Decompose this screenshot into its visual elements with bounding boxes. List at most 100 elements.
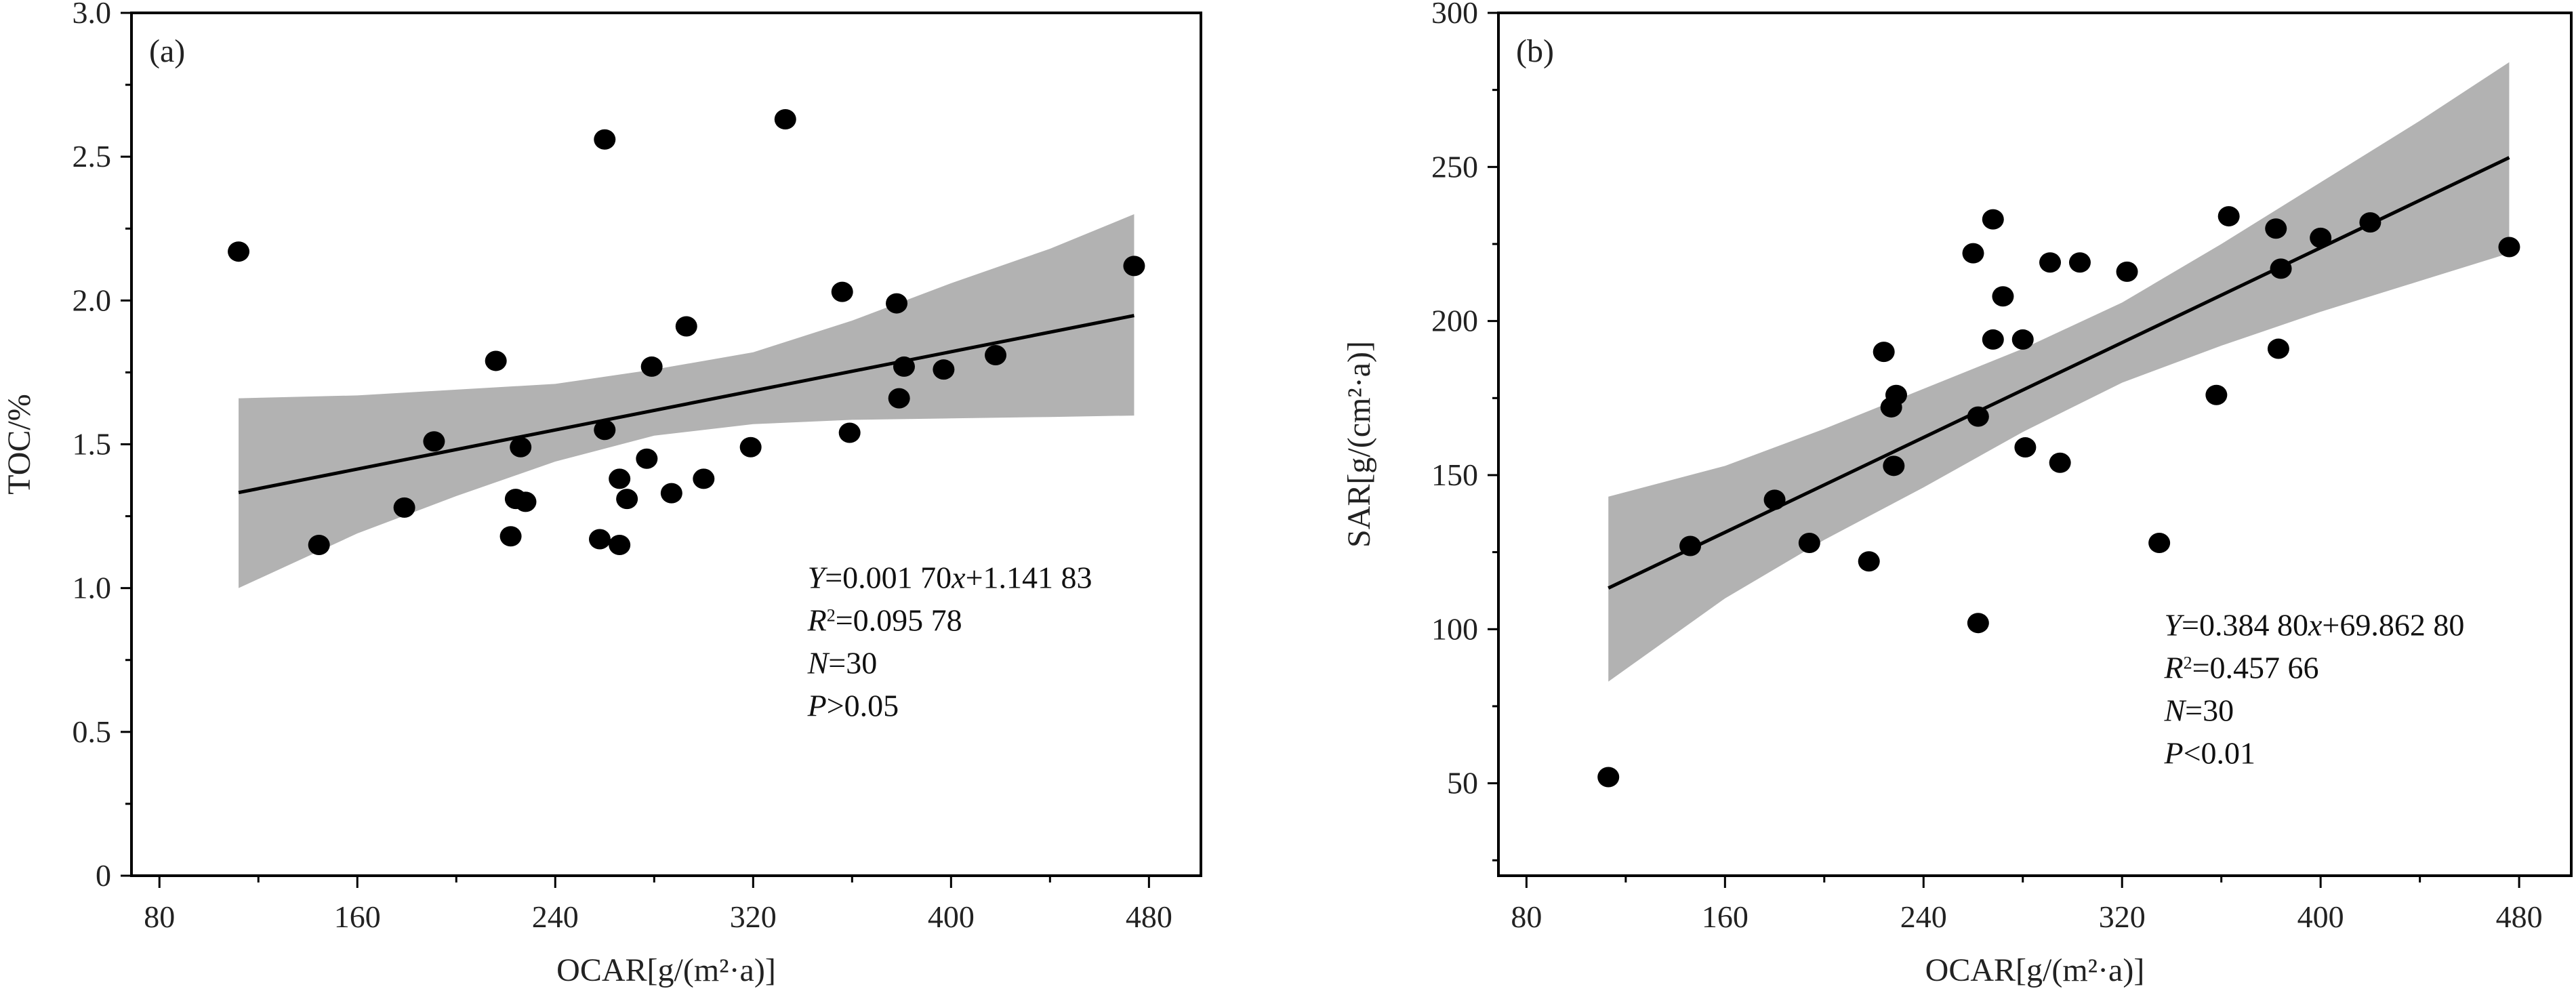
annotation-part: Y [808, 561, 828, 595]
x-tick-label: 400 [928, 899, 975, 934]
data-point [2205, 384, 2228, 405]
annotation-part: =0.095 78 [836, 603, 962, 638]
data-point [609, 535, 631, 556]
data-point [774, 109, 796, 130]
y-tick-label: 1.0 [73, 571, 112, 605]
plot-frame [1497, 12, 2573, 877]
confidence-band [239, 214, 1134, 588]
data-point [1885, 384, 1907, 405]
data-point [2498, 237, 2520, 258]
data-point [2049, 452, 2071, 473]
data-point [308, 535, 330, 556]
data-point [739, 436, 762, 458]
x-tick-label: 160 [334, 899, 381, 934]
data-point [2116, 261, 2138, 282]
data-point [1982, 209, 2004, 230]
data-point [510, 436, 532, 458]
panel-a: 80 160 240 320 400 480 0 0.5 1.0 1.5 2.0 2.5 3.0 OCAR… [1, 0, 1202, 988]
data-point [499, 526, 522, 547]
regression-line [1608, 156, 2510, 590]
x-tick-label: 480 [1126, 899, 1172, 934]
x-tick-label: 160 [1702, 899, 1749, 934]
annotation-p: P>0.05 [807, 689, 899, 723]
data-point [2270, 258, 2292, 279]
data-point [2359, 212, 2381, 233]
panel-label: (a) [149, 33, 185, 69]
data-point [831, 281, 853, 302]
y-tick-label: 250 [1431, 149, 1478, 184]
x-axis-title: OCAR[g/(m²·a)] [556, 952, 776, 988]
data-point [2217, 206, 2240, 227]
annotation-r2: R2=0.457 66 [2163, 650, 2318, 685]
x-tick-label: 80 [1511, 899, 1542, 934]
regression-line [238, 314, 1134, 495]
data-point [1873, 342, 1895, 363]
data-point [693, 468, 715, 489]
data-point [423, 431, 445, 452]
annotation-part: Y [2164, 607, 2184, 642]
data-point [1858, 551, 1880, 572]
data-point [1798, 532, 1820, 553]
data-point [393, 497, 415, 518]
x-axis-title: OCAR[g/(m²·a)] [1925, 952, 2145, 988]
annotation-r2: R2=0.095 78 [807, 603, 962, 638]
data-point [485, 350, 507, 371]
x-tick-label: 320 [730, 899, 777, 934]
y-tick-label: 1.5 [73, 427, 112, 462]
y-tick-label: 2.0 [73, 283, 112, 317]
data-point [985, 344, 1007, 365]
annotation-part: +69.862 80 [2322, 607, 2464, 642]
x-tick-label: 80 [144, 899, 175, 934]
data-point [588, 529, 611, 550]
y-tick-label: 0 [96, 858, 111, 893]
x-tick-label: 480 [2496, 899, 2543, 934]
annotation-part: =0.001 70 [825, 561, 952, 595]
x-tick-label: 400 [2297, 899, 2344, 934]
annotation-part: >0.05 [827, 689, 899, 723]
y-tick-label: 2.5 [73, 139, 112, 174]
annotation-part: P [2163, 735, 2183, 770]
data-point [1982, 329, 2004, 350]
data-point [2267, 338, 2289, 359]
annotation-n: N=30 [807, 646, 878, 681]
data-point [1883, 455, 1905, 476]
y-tick-label: 100 [1431, 611, 1478, 646]
annotation-p: P<0.01 [2163, 735, 2255, 770]
annotation-part: N [2163, 693, 2186, 727]
annotation-part: <0.01 [2184, 735, 2255, 770]
data-point [594, 129, 616, 150]
y-tick-label: 0.5 [73, 714, 112, 749]
annotation-part: R [2163, 650, 2183, 685]
annotation-part: =0.384 80 [2182, 607, 2308, 642]
y-tick-label: 200 [1431, 304, 1478, 338]
data-point [1992, 286, 2014, 307]
annotation-part: 2 [2184, 653, 2192, 672]
data-point [2011, 329, 2034, 350]
annotation-eq: Y=0.001 70x+1.141 83 [808, 561, 1092, 595]
data-point [2039, 252, 2062, 273]
data-point [1679, 535, 1702, 556]
annotation-part: P [807, 689, 827, 723]
y-tick-label: 150 [1431, 458, 1478, 492]
annotation-part: x [2308, 607, 2323, 642]
annotation-part: 2 [827, 605, 836, 625]
data-point [1962, 243, 1984, 264]
data-point [640, 356, 663, 377]
y-tick-label: 50 [1447, 766, 1478, 800]
data-point [594, 420, 616, 441]
data-point [1967, 613, 1989, 634]
data-point [886, 293, 908, 314]
data-point [514, 491, 537, 512]
data-point [933, 359, 955, 380]
x-tick-label: 240 [532, 899, 579, 934]
annotation-part: =30 [828, 646, 877, 681]
x-tick-label: 320 [2099, 899, 2146, 934]
panel-b: 80 160 240 320 400 480 50 100 150 200 250 300 OCAR[g… [1341, 0, 2573, 988]
data-point [228, 241, 250, 262]
data-point [838, 422, 861, 443]
data-point [636, 448, 658, 469]
data-point [2310, 227, 2332, 248]
annotation-n: N=30 [2163, 693, 2234, 727]
y-axis-title: TOC/% [1, 394, 37, 494]
